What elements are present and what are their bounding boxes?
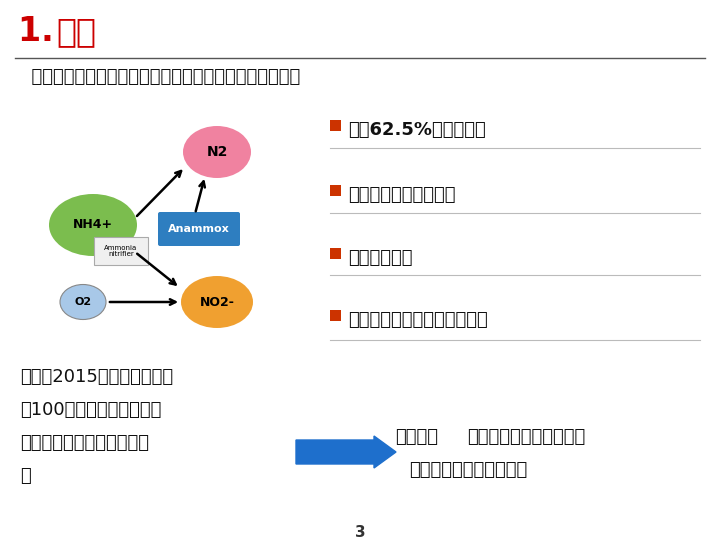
Text: 3: 3 [355,525,365,540]
Text: 究，并取得了实质性进展: 究，并取得了实质性进展 [409,461,527,479]
Text: 1.: 1. [18,15,66,48]
Ellipse shape [60,285,106,320]
Bar [330,185,341,196]
Text: 少100座应用厌氧氨氧化工: 少100座应用厌氧氨氧化工 [20,401,161,419]
Text: 氮去除负荷高: 氮去除负荷高 [348,249,413,267]
Ellipse shape [183,126,251,178]
Text: 城市污水厌氧氨氧化的研: 城市污水厌氧氨氧化的研 [467,428,585,446]
Text: O2: O2 [74,297,91,307]
Bar [330,120,341,131]
Text: 截止到2015年，全球已有至: 截止到2015年，全球已有至 [20,368,173,386]
Text: 不断促进: 不断促进 [395,428,438,446]
FancyArrow shape [296,436,396,468]
Ellipse shape [181,276,253,328]
Text: 艺处理高氨氮污水的实际工: 艺处理高氨氮污水的实际工 [20,434,149,452]
Text: N2: N2 [207,145,228,159]
Text: Ammonia
nitrifier: Ammonia nitrifier [104,245,138,258]
Ellipse shape [49,194,137,256]
Text: Anammox: Anammox [168,224,230,234]
Text: 减排温室气体，降低污泥产量: 减排温室气体，降低污泥产量 [348,311,487,329]
Text: 背景: 背景 [56,15,96,48]
Text: 无需有机碳源实现脱氮: 无需有机碳源实现脱氮 [348,186,456,204]
Text: 减少62.5%的曝气能耗: 减少62.5%的曝气能耗 [348,121,486,139]
Text: 厌氧氨氧化工艺相比传统硝化反硝化工艺具有以下优势：: 厌氧氨氧化工艺相比传统硝化反硝化工艺具有以下优势： [20,68,300,86]
Text: NH4+: NH4+ [73,219,113,232]
FancyBboxPatch shape [158,212,240,246]
FancyBboxPatch shape [94,237,148,265]
Bar [330,248,341,259]
Text: NO2-: NO2- [199,295,235,308]
Bar [330,310,341,321]
Text: 程: 程 [20,467,31,485]
